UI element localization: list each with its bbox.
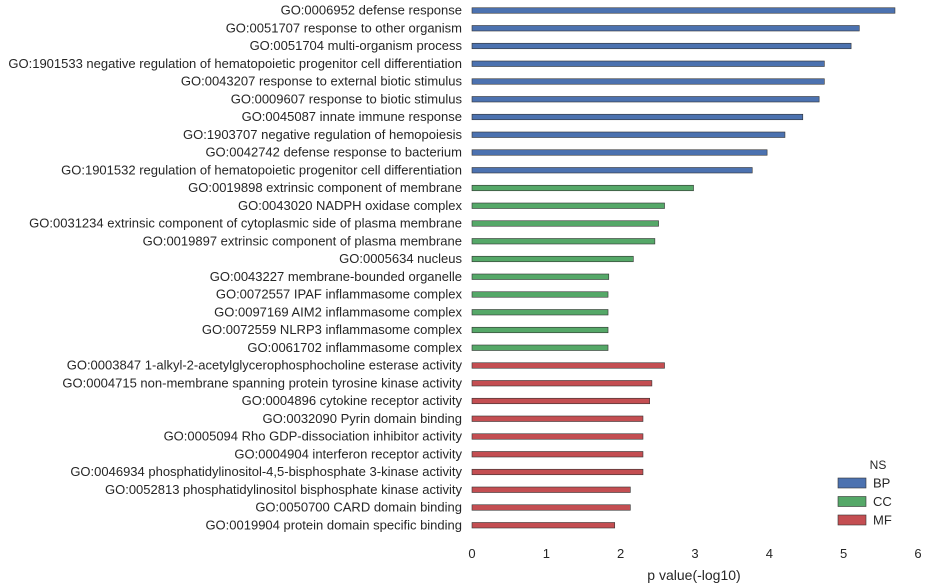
x-tick-label: 2: [617, 546, 624, 561]
x-tick-label: 5: [840, 546, 847, 561]
category-label: GO:0006952 defense response: [281, 3, 462, 18]
bar-cc-14: [471, 255, 634, 263]
category-label: GO:0046934 phosphatidylinositol-4,5-bisp…: [70, 464, 462, 479]
category-label: GO:0003847 1-alkyl-2-acetylglycerophosph…: [67, 358, 463, 373]
category-label: GO:0072559 NLRP3 inflammasome complex: [202, 322, 463, 337]
bar-bp-3: [471, 60, 825, 67]
bar-cc-15: [471, 273, 610, 280]
category-label: GO:0005094 Rho GDP-dissociation inhibito…: [164, 429, 463, 444]
bar-cc-19: [471, 344, 609, 351]
legend-label-bp: BP: [873, 476, 890, 491]
x-tick-label: 6: [914, 546, 921, 561]
x-tick-label: 1: [543, 546, 550, 561]
legend: NS BP CC MF: [837, 458, 892, 528]
bar-bp-4: [471, 78, 825, 85]
bar-bp-2: [471, 42, 852, 50]
legend-swatch-mf: [837, 514, 867, 526]
legend-swatch-bp: [837, 477, 867, 489]
bar-bp-7: [471, 131, 786, 138]
bar-mf-28: [471, 504, 631, 511]
legend-swatch-cc: [837, 496, 867, 507]
category-label: GO:0005634 nucleus: [339, 251, 462, 266]
category-label: GO:0072557 IPAF inflammasome complex: [216, 287, 463, 302]
bar-bp-5: [471, 96, 820, 103]
category-label: GO:1903707 negative regulation of hemopo…: [183, 127, 462, 142]
category-label: GO:0043207 response to external biotic s…: [181, 74, 463, 89]
category-label: GO:0052813 phosphatidylinositol bisphosp…: [105, 482, 463, 497]
bar-cc-12: [471, 220, 659, 227]
bar-cc-11: [471, 202, 665, 209]
category-label: GO:0050700 CARD domain binding: [255, 500, 462, 515]
bar-cc-17: [471, 309, 609, 316]
bar-bp-6: [471, 113, 804, 121]
legend-label-cc: CC: [873, 494, 892, 509]
category-label: GO:0043020 NADPH oxidase complex: [238, 198, 463, 213]
bar-cc-10: [471, 184, 694, 192]
x-tick-label: 4: [766, 546, 773, 561]
category-label: GO:0019898 extrinsic component of membra…: [188, 180, 462, 195]
bar-mf-25: [471, 451, 644, 458]
category-label: GO:0045087 innate immune response: [242, 109, 462, 124]
category-label: GO:0051707 response to other organism: [226, 20, 462, 35]
bar-bp-1: [471, 25, 860, 32]
bar-mf-27: [471, 486, 631, 493]
category-label: GO:0004896 cytokine receptor activity: [242, 393, 463, 408]
x-tick-label: 0: [468, 546, 475, 561]
bar-bp-9: [471, 167, 753, 174]
category-label: GO:0009607 response to biotic stimulus: [231, 91, 463, 106]
bar-cc-16: [471, 291, 609, 298]
category-label: GO:0031234 extrinsic component of cytopl…: [29, 216, 462, 231]
x-tick-label: 3: [691, 546, 698, 561]
x-axis-title: p value(-log10): [647, 567, 740, 583]
category-label: GO:1901532 regulation of hematopoietic p…: [61, 162, 462, 177]
bar-mf-21: [471, 380, 653, 387]
category-label: GO:0004715 non-membrane spanning protein…: [62, 375, 462, 390]
category-label: GO:0019904 protein domain specific bindi…: [205, 517, 462, 532]
category-label: GO:0061702 inflammasome complex: [247, 340, 462, 355]
bar-mf-24: [471, 433, 644, 440]
bar-cc-13: [471, 238, 656, 245]
legend-title: NS: [870, 458, 887, 472]
category-label: GO:0032090 Pyrin domain binding: [263, 411, 462, 426]
category-label: GO:0051704 multi-organism process: [250, 38, 463, 53]
bar-cc-18: [471, 326, 609, 334]
bar-mf-26: [471, 468, 644, 476]
category-label: GO:0042742 defense response to bacterium: [205, 145, 462, 160]
category-label: GO:0097169 AIM2 inflammasome complex: [214, 304, 462, 319]
category-label: GO:1901533 negative regulation of hemato…: [8, 56, 462, 71]
bar-mf-22: [471, 397, 650, 405]
bars-group: [471, 7, 896, 529]
bar-mf-20: [471, 362, 665, 369]
category-label: GO:0019897 extrinsic component of plasma…: [143, 233, 462, 248]
bar-mf-23: [471, 415, 644, 422]
bar-bp-8: [471, 149, 768, 156]
bar-bp-0: [471, 7, 896, 14]
category-labels: GO:0006952 defense response GO:0051707 re…: [8, 3, 462, 533]
category-label: GO:0043227 membrane-bounded organelle: [210, 269, 462, 284]
category-label: GO:0004904 interferon receptor activity: [234, 446, 462, 461]
bar-mf-29: [471, 522, 616, 529]
x-axis: 0 1 2 3 4 5 6: [468, 546, 921, 561]
legend-label-mf: MF: [873, 513, 892, 528]
